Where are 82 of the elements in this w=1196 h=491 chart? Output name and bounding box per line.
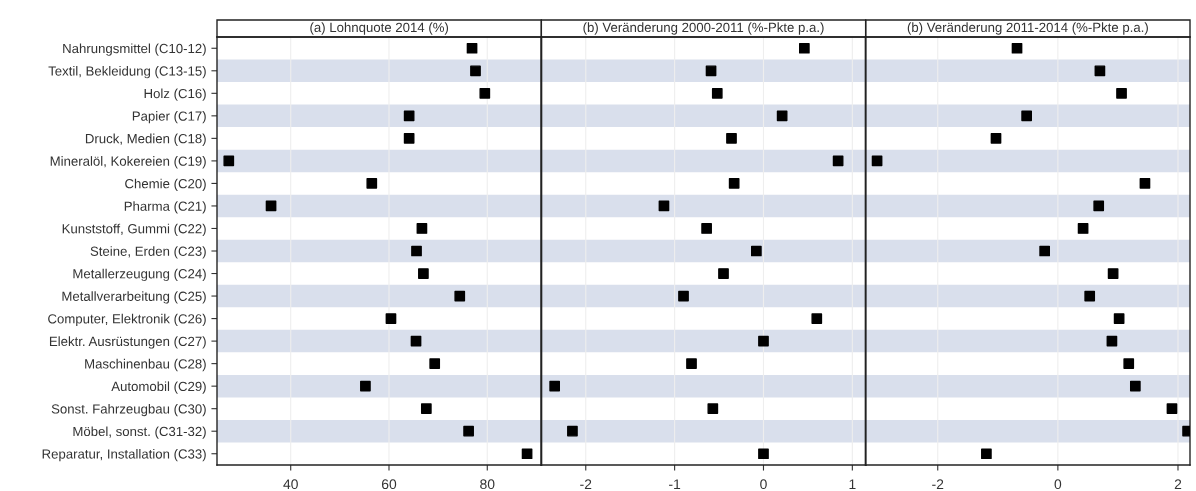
y-tick-label: Pharma (C21) [124, 201, 206, 214]
x-tick-label: -2 [580, 479, 592, 489]
point [567, 425, 578, 437]
point [678, 290, 689, 302]
point [1077, 223, 1089, 234]
point [411, 245, 422, 257]
point [416, 223, 428, 234]
point [429, 358, 441, 369]
y-tick-label: Chemie (C20) [125, 178, 206, 191]
y-tick-label: Textil, Bekleidung (C13-15) [48, 66, 206, 79]
point [711, 87, 723, 99]
y-tick-label: Reparatur, Installation (C33) [42, 448, 206, 462]
point [799, 42, 810, 54]
point [403, 133, 415, 144]
y-tick-label: Sonst. Fahrzeugbau (C30) [51, 403, 206, 417]
point [686, 358, 697, 369]
point [521, 448, 533, 460]
point [726, 133, 737, 144]
point [705, 65, 717, 77]
point [223, 155, 235, 167]
y-tick-label: Druck, Medien (C18) [85, 133, 206, 146]
point [1116, 87, 1127, 99]
point [1107, 268, 1119, 279]
y-tick-label: Nahrungsmittel (C10-12) [63, 43, 206, 56]
y-tick-label: Metallerzeugung (C24) [73, 268, 206, 282]
point [479, 87, 491, 99]
point [470, 65, 481, 77]
point [454, 290, 466, 302]
point [1021, 110, 1032, 122]
x-tick-label: 40 [283, 479, 298, 490]
x-tick-label: 80 [480, 479, 495, 490]
point [1039, 245, 1051, 257]
point [718, 268, 729, 279]
chart-title: (a) Lohnquote 2014 (%) [310, 22, 449, 35]
chart-title: (b) Veränderung 2000-2011 (%-Pkte p.a.) [583, 22, 824, 35]
chart-title: (b) Veränderung 2011-2014 (%-Pkte p.a.) [907, 22, 1148, 35]
x-tick-label: 60 [381, 479, 397, 490]
point [701, 223, 712, 234]
y-tick-label: Möbel, sonst. (C31-32) [73, 426, 206, 439]
point [1139, 178, 1151, 189]
x-tick-label: 0 [760, 479, 767, 490]
x-tick-label: 2 [1174, 479, 1182, 489]
y-tick-label: Elektr. Ausrüstungen (C27) [49, 336, 206, 349]
point [1084, 290, 1096, 302]
point [1123, 358, 1135, 369]
point [981, 448, 992, 460]
point [811, 313, 823, 324]
point [420, 403, 432, 415]
point [728, 178, 740, 189]
y-tick-label: Maschinenbau (C28) [85, 358, 206, 372]
x-tick-label: -2 [932, 479, 944, 489]
point [418, 268, 429, 279]
y-tick-label: Papier (C17) [132, 111, 206, 124]
point [707, 403, 719, 415]
y-tick-label: Mineralöl, Kokereien (C19) [50, 156, 206, 169]
point [751, 245, 762, 257]
y-tick-label: Holz (C16) [144, 88, 206, 101]
point [1094, 65, 1106, 77]
point [463, 425, 474, 437]
x-tick-label: 0 [1054, 479, 1062, 490]
point [403, 110, 415, 122]
point [1113, 313, 1125, 324]
point [758, 448, 769, 460]
point [549, 380, 561, 392]
y-tick-label: Automobil (C29) [111, 381, 206, 394]
x-tick-label: -1 [669, 479, 681, 489]
point [360, 380, 371, 392]
point [776, 110, 788, 122]
point [366, 178, 378, 189]
y-tick-label: Metallverarbeitung (C25) [62, 291, 206, 304]
y-tick-label: Steine, Erden (C23) [90, 246, 206, 259]
point [758, 335, 769, 347]
x-tick-label: 1 [849, 479, 856, 489]
y-tick-label: Computer, Elektronik (C26) [48, 313, 206, 327]
y-tick-label: Kunststoff, Gummi (C22) [62, 223, 206, 236]
point [1011, 42, 1023, 54]
point [466, 42, 478, 54]
point [1093, 200, 1105, 212]
point [385, 313, 397, 324]
point [990, 133, 1002, 144]
point [1129, 380, 1141, 392]
point [1166, 403, 1178, 415]
